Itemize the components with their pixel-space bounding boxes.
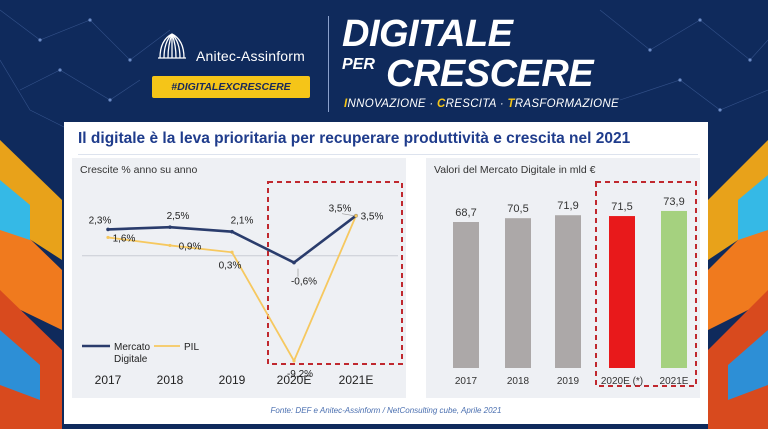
highlight-box — [595, 181, 697, 387]
market-bar-chart: Valori del Mercato Digitale in mld € 68,… — [426, 158, 700, 398]
title-digitale: DIGITALE — [342, 13, 513, 55]
slide-headline: Il digitale è la leva prioritaria per re… — [78, 130, 631, 147]
subtitle-word: NNOVAZIONE — [347, 98, 426, 110]
header-divider — [328, 16, 329, 112]
slide-panel: Il digitale è la leva prioritaria per re… — [64, 122, 708, 424]
mercato-point — [292, 260, 296, 265]
mercato-point — [168, 225, 172, 229]
bar-value-label: 71,5 — [611, 201, 632, 213]
bar — [453, 222, 479, 368]
mercato-point — [106, 227, 110, 232]
bar-value-label: 68,7 — [455, 207, 476, 219]
subtitle-initial: I — [344, 98, 348, 110]
line-category-label: 2017 — [95, 373, 122, 387]
bar-category-label: 2017 — [455, 376, 478, 387]
mercato-data-label: 3,5% — [329, 204, 352, 215]
bar-value-label: 73,9 — [663, 196, 684, 208]
pil-data-label: -9,2% — [287, 369, 313, 380]
bar-value-label: 70,5 — [507, 203, 528, 215]
subtitle-sep: · — [499, 98, 504, 110]
label-connector — [341, 213, 355, 217]
pil-point — [292, 359, 296, 363]
bar-value-label: 71,9 — [557, 200, 578, 212]
headline-divider — [78, 154, 698, 155]
bar — [505, 218, 531, 368]
pil-data-label: 3,5% — [361, 212, 384, 223]
brand-name: Anitec-Assinform — [196, 48, 306, 64]
bar-category-label: 2020E (*) — [601, 376, 643, 387]
pil-point — [168, 243, 172, 248]
hashtag-badge: #DIGITALEXCRESCERE — [152, 76, 310, 98]
line-category-label: 2018 — [157, 373, 184, 387]
line-chart-title: Crescite % anno su anno — [80, 164, 198, 176]
legend-mercato-label: Digitale — [114, 354, 148, 365]
pil-point — [354, 214, 358, 218]
bar — [609, 216, 635, 368]
pil-point — [106, 235, 110, 240]
line-category-label: 2020E — [277, 373, 312, 387]
pil-series-line — [107, 215, 357, 363]
mercato-data-label: -0,6% — [291, 277, 317, 288]
subtitle-word: RESCITA — [445, 98, 497, 110]
pil-data-label: 0,9% — [179, 241, 202, 252]
title-crescere: CRESCERE — [386, 53, 594, 95]
brand-emblem-icon — [158, 33, 186, 59]
line-category-label: 2019 — [219, 373, 246, 387]
legend-mercato-label: Mercato — [114, 342, 151, 353]
bar-category-label: 2021E — [660, 376, 689, 387]
subtitle-word: RASFORMAZIONE — [514, 98, 620, 110]
bar-chart-svg: 68,7 2017 70,5 2018 71,9 2019 71,5 2020E (*) 73,… — [453, 181, 697, 387]
mercato-data-label: 2,1% — [231, 216, 254, 227]
line-chart-svg: 2,3% 2,5% 2,1% -0,6% 3,5% 1,6% 0,9% 0,3% -9,2% 3,… — [82, 181, 403, 387]
growth-line-chart: Crescite % anno su anno 2,3% 2,5% 2,1% -0,6… — [72, 158, 406, 398]
pil-point — [230, 250, 234, 254]
pil-data-label: 0,3% — [219, 260, 242, 271]
subtitle-sep: · — [429, 98, 434, 110]
bar — [555, 215, 581, 368]
highlight-box — [267, 181, 403, 365]
subtitle: INNOVAZIONE · CRESCITA · TRASFORMAZIONE — [344, 98, 619, 110]
brand-logo: Anitec-Assinform #DIGITALEXCRESCERE — [150, 24, 320, 104]
legend-pil-label: PIL — [184, 342, 199, 353]
bar-category-label: 2018 — [507, 376, 530, 387]
pil-data-label: 1,6% — [113, 233, 136, 244]
bar-chart-title: Valori del Mercato Digitale in mld € — [434, 164, 596, 176]
mercato-point — [230, 229, 234, 234]
bar — [661, 210, 687, 368]
title-per: PER — [342, 56, 375, 73]
subtitle-initial: T — [507, 98, 515, 110]
bar-category-label: 2019 — [557, 376, 580, 387]
source-note: Fonte: DEF e Anitec-Assinform / NetConsu… — [270, 406, 502, 415]
mercato-data-label: 2,5% — [167, 211, 190, 222]
mercato-data-label: 2,3% — [89, 215, 112, 226]
subtitle-initial: C — [437, 98, 446, 110]
line-category-label: 2021E — [339, 373, 374, 387]
